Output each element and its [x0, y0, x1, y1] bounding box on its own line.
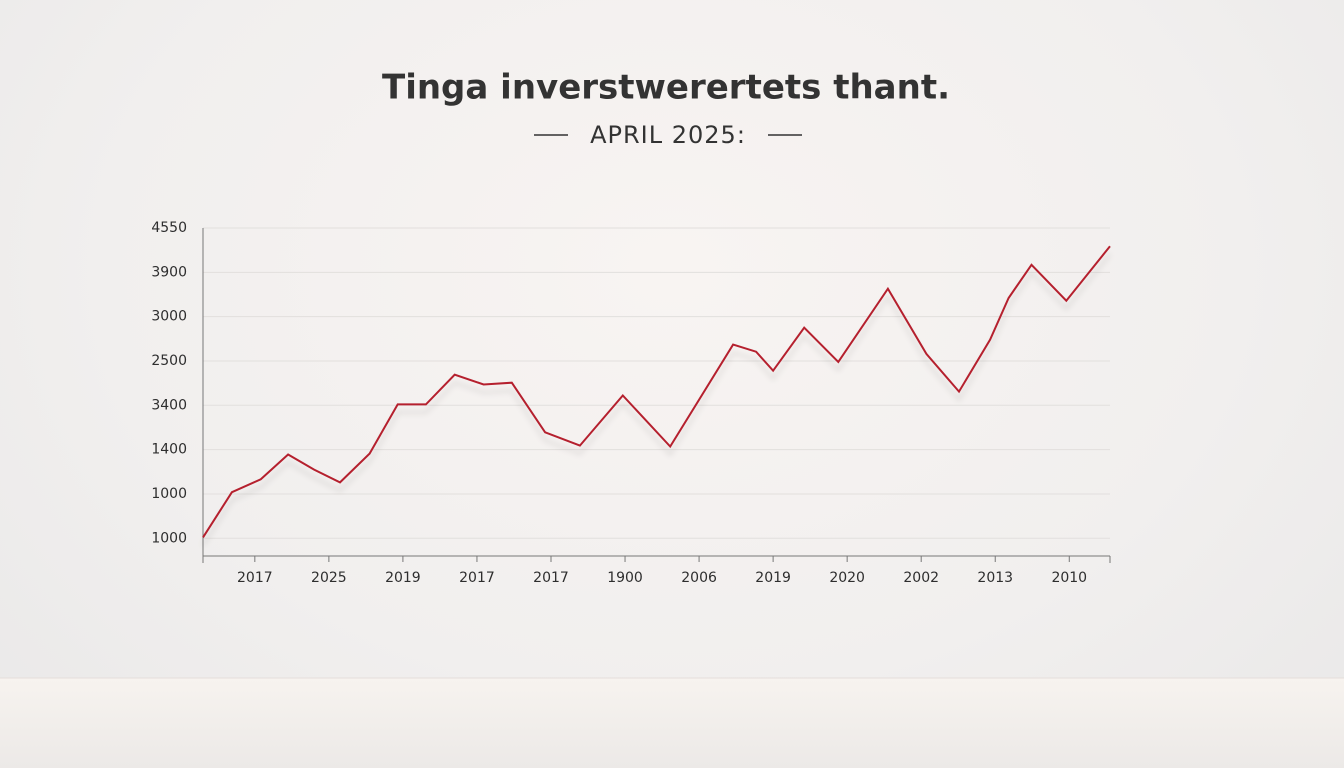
chart-subtitle: APRIL 2025: [590, 121, 746, 149]
x-tick-label: 2002 [903, 570, 939, 586]
x-tick-label: 2019 [755, 570, 791, 586]
y-tick-label: 3400 [151, 397, 187, 413]
x-tick-label: 1900 [607, 570, 643, 586]
y-tick-label: 4550 [151, 220, 187, 236]
x-tick-label: 2006 [681, 570, 717, 586]
data-line [202, 245, 1111, 538]
floor [0, 678, 1344, 768]
y-tick-label: 1000 [151, 486, 187, 502]
y-tick-label: 2500 [151, 353, 187, 369]
chart-title: Tinga inverstwerertets thant. [382, 68, 950, 108]
x-tick-label: 2019 [385, 570, 421, 586]
y-tick-label: 1400 [151, 442, 187, 458]
x-tick-label: 2020 [829, 570, 865, 586]
y-tick-label: 1000 [151, 530, 187, 546]
x-tick-label: 2010 [1051, 570, 1087, 586]
x-tick-label: 2017 [237, 570, 273, 586]
y-tick-label: 3000 [151, 309, 187, 325]
x-tick-label: 2017 [533, 570, 569, 586]
x-tick-label: 2017 [459, 570, 495, 586]
y-tick-label: 3900 [151, 264, 187, 280]
plot-area: 1000 1000 1400 3400 2500 3000 3900 4550 2017 2025… [151, 220, 1111, 586]
x-tick-label: 2013 [977, 570, 1013, 586]
x-tick-label: 2025 [311, 570, 347, 586]
